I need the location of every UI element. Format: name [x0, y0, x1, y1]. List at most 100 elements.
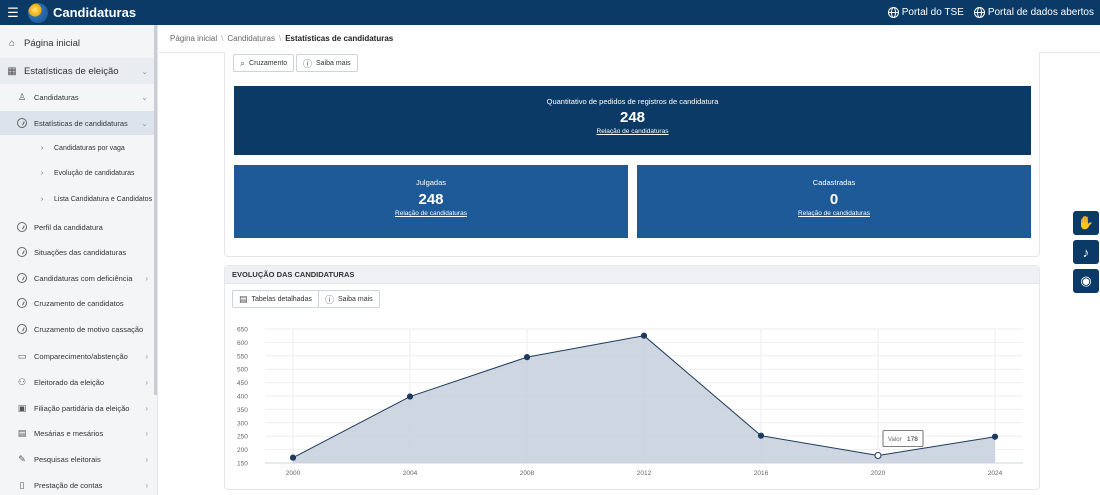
cruzamento-button[interactable]: ⌕ Cruzamento — [233, 54, 295, 72]
chevron-down-icon: › — [145, 403, 148, 413]
circle-icon — [16, 297, 28, 309]
sidebar-item-label: Página inicial — [24, 37, 80, 49]
saiba-mais-chart-button[interactable]: ⓘ Saiba mais — [318, 290, 380, 308]
data-point — [523, 354, 531, 361]
y-tick-label: 400 — [237, 394, 248, 401]
data-point — [991, 433, 999, 440]
sidebar-item[interactable]: ♙ Candidaturas ⌄ — [0, 86, 157, 108]
y-tick-label: 200 — [237, 447, 248, 454]
sidebar-item[interactable]: ✎ Pesquisas eleitorais › — [0, 448, 157, 470]
sidebar-item[interactable]: ▤ Mesárias e mesários › — [0, 422, 157, 444]
y-tick-label: 550 — [237, 353, 248, 360]
table-icon: ▤ — [239, 293, 248, 304]
saiba-mais-label: Saiba mais — [316, 59, 351, 67]
breadcrumb-separator: \ — [221, 34, 224, 43]
breadcrumb-separator: \ — [278, 34, 282, 43]
total-card: Quantitativo de pedidos de registros de … — [234, 86, 1031, 155]
sidebar-item[interactable]: Perfil da candidatura — [0, 216, 157, 238]
portal-dados-link[interactable]: Portal de dados abertos — [973, 7, 1094, 18]
sidebar-item[interactable]: Estatísticas de candidaturas ⌄ — [0, 111, 157, 135]
x-tick-label: 2016 — [754, 470, 769, 477]
sidebar-item-label: Eleitorado da eleição — [34, 377, 105, 387]
sidebar-item[interactable]: ▦ Estatísticas de eleição ⌄ — [0, 58, 157, 84]
edit-icon: ✎ — [18, 453, 26, 464]
ballot-icon: ▭ — [17, 350, 27, 361]
data-point — [640, 332, 648, 339]
data-point — [874, 451, 882, 459]
tooltip-box — [882, 430, 924, 447]
sidebar-item-label: Evolução de candidaturas — [54, 169, 135, 177]
cadastradas-card: Cadastradas 0 Relação de candidaturas — [637, 165, 1031, 238]
cadastradas-link[interactable]: Relação de candidaturas — [798, 210, 870, 217]
evolution-panel: EVOLUÇÃO DAS CANDIDATURAS ▤ Tabelas deta… — [224, 265, 1040, 490]
top-bar: ☰ Candidaturas Portal do TSE Portal de d… — [0, 0, 1100, 25]
sidebar-item[interactable]: ▯ Prestação de contas › — [0, 474, 157, 495]
sign-language-icon[interactable]: ✋ — [1073, 211, 1099, 235]
sidebar-item[interactable]: ▭ Comparecimento/abstenção › — [0, 345, 157, 367]
home-icon: ⌂ — [8, 37, 16, 49]
julgadas-card: Julgadas 248 Relação de candidaturas — [234, 165, 628, 238]
sidebar-item[interactable]: ⚇ Eleitorado da eleição › — [0, 371, 157, 393]
portal-dados-label: Portal de dados abertos — [987, 7, 1094, 18]
julgadas-link[interactable]: Relação de candidaturas — [395, 210, 467, 217]
sidebar-item[interactable]: ▣ Filiação partidária da eleição › — [0, 397, 157, 419]
x-tick-label: 2024 — [988, 470, 1003, 477]
x-tick-label: 2004 — [403, 470, 418, 477]
chart-icon: ▦ — [7, 65, 17, 77]
sidebar-item-label: Lista Candidatura e Candidatos — [54, 195, 153, 203]
users-icon: ♙ — [17, 91, 27, 102]
chevron-down-icon: ⌄ — [141, 92, 148, 102]
saiba-mais-button[interactable]: ⓘ Saiba mais — [296, 54, 358, 72]
statistics-panel: ⌕ Cruzamento ⓘ Saiba mais Quantitativo d… — [224, 52, 1040, 257]
total-title: Quantitativo de pedidos de registros de … — [546, 97, 719, 106]
audio-icon[interactable]: ♪ — [1073, 240, 1099, 264]
y-tick-label: 350 — [237, 407, 248, 414]
sidebar-item-label: Situações das candidaturas — [34, 247, 127, 257]
sidebar-item[interactable]: Cruzamento de motivo cassação — [0, 318, 157, 340]
sidebar-item[interactable]: Situações das candidaturas — [0, 241, 157, 263]
sidebar-item[interactable]: ⌂ Página inicial — [0, 30, 157, 56]
breadcrumb-section[interactable]: Candidaturas — [227, 34, 275, 43]
circle-icon — [16, 272, 28, 284]
id-card-icon: ▣ — [17, 402, 27, 413]
chevron-right-icon: › — [40, 169, 44, 177]
x-tick-label: 2012 — [637, 470, 652, 477]
portal-tse-label: Portal do TSE — [901, 7, 964, 18]
total-value: 248 — [619, 109, 646, 126]
total-link[interactable]: Relação de candidaturas — [596, 128, 669, 135]
chevron-down-icon: ⌄ — [141, 118, 148, 128]
x-tick-label: 2008 — [520, 470, 535, 477]
chevron-down-icon: › — [145, 428, 148, 438]
menu-icon[interactable]: ☰ — [7, 4, 19, 20]
sidebar-item[interactable]: › Lista Candidatura e Candidatos — [0, 188, 157, 210]
evolution-chart: 150 200 250 300 350 400 450 500 550 600 650 2000 200… — [237, 327, 1023, 477]
x-tick-label: 2020 — [871, 470, 886, 477]
tabelas-detalhadas-button[interactable]: ▤ Tabelas detalhadas — [232, 290, 319, 308]
sidebar-item[interactable]: Cruzamento de candidatos — [0, 292, 157, 314]
app-title: Candidaturas — [53, 5, 137, 20]
chevron-down-icon: › — [145, 273, 148, 283]
y-tick-label: 250 — [237, 434, 248, 441]
people-icon: ⚇ — [17, 376, 27, 387]
circle-icon — [16, 221, 28, 233]
evolution-header: EVOLUÇÃO DAS CANDIDATURAS — [225, 266, 1039, 284]
data-point — [757, 432, 765, 439]
badge-icon: ▤ — [17, 427, 27, 438]
hide-eye-icon[interactable]: ◉ — [1073, 269, 1099, 293]
sidebar-item[interactable]: › Evolução de candidaturas — [0, 162, 157, 184]
sidebar-item[interactable]: Candidaturas com deficiência › — [0, 267, 157, 289]
sidebar-item[interactable]: › Candidaturas por vaga — [0, 137, 157, 159]
sidebar-item-label: Candidaturas por vaga — [54, 144, 125, 152]
sidebar-item-label: Mesárias e mesários — [34, 428, 104, 438]
circle-icon — [16, 323, 28, 335]
y-tick-label: 450 — [237, 380, 248, 387]
breadcrumb-home[interactable]: Página inicial — [170, 34, 218, 43]
tooltip-label: Valor — [888, 437, 902, 443]
data-point — [406, 393, 414, 400]
sidebar-item-label: Cruzamento de candidatos — [34, 298, 124, 308]
chevron-down-icon: ⌄ — [141, 66, 148, 76]
sidebar-scrollbar[interactable] — [154, 25, 157, 395]
portal-tse-link[interactable]: Portal do TSE — [887, 7, 964, 18]
breadcrumb: Página inicial \ Candidaturas \ Estatíst… — [170, 34, 393, 43]
chevron-down-icon: › — [145, 454, 148, 464]
